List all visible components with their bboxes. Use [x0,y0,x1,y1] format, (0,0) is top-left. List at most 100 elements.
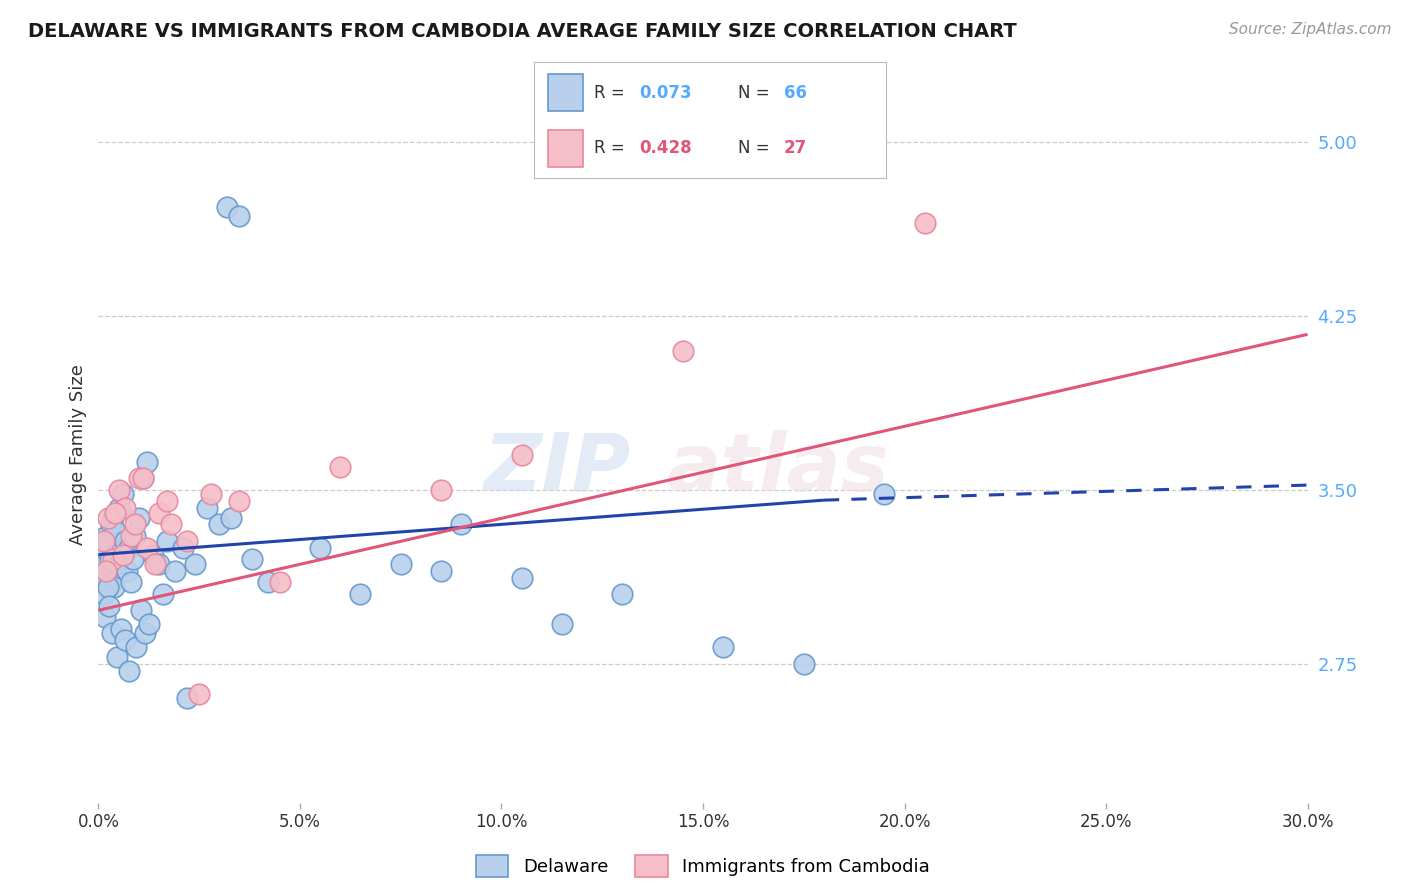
Point [107,483,129,497]
Point [184,557,207,571]
Point [256,575,278,590]
Text: 0.428: 0.428 [640,139,692,157]
Point [114,533,136,548]
Point [101,510,124,524]
Point [93,533,115,548]
Point [176,691,198,706]
Point [111,548,134,562]
Point [873,487,896,501]
Point [152,587,174,601]
Point [672,343,695,358]
Y-axis label: Average Family Size: Average Family Size [69,365,87,545]
Point [110,622,132,636]
Point [97,580,120,594]
Point [156,494,179,508]
Point [97,510,120,524]
Point [914,216,936,230]
Point [160,517,183,532]
Point [138,617,160,632]
Point [132,471,155,485]
Point [163,564,186,578]
FancyBboxPatch shape [548,129,583,167]
Text: ZIP: ZIP [484,430,630,508]
Point [148,557,170,571]
Point [389,557,412,571]
FancyBboxPatch shape [548,74,583,112]
Point [309,541,332,555]
Point [96,529,118,543]
Point [240,552,263,566]
Legend: Delaware, Immigrants from Cambodia: Delaware, Immigrants from Cambodia [468,847,938,884]
Point [128,510,150,524]
Point [118,664,141,678]
Point [135,455,157,469]
Point [156,533,179,548]
Point [612,587,634,601]
Point [93,587,115,601]
Point [128,471,150,485]
Point [97,533,120,548]
Text: N =: N = [738,139,769,157]
Point [188,687,211,701]
Point [200,487,222,501]
Point [110,552,132,566]
Point [118,541,141,555]
Point [91,557,114,571]
Point [329,459,352,474]
Point [129,603,152,617]
Point [103,580,125,594]
Text: 27: 27 [785,139,807,157]
Point [96,564,118,578]
Point [114,501,136,516]
Text: 66: 66 [785,84,807,102]
Point [208,517,231,532]
Point [93,541,115,555]
Point [114,633,136,648]
Point [98,599,121,613]
Point [98,552,121,566]
Text: Source: ZipAtlas.com: Source: ZipAtlas.com [1229,22,1392,37]
Point [125,640,148,655]
Point [105,557,128,571]
Point [124,517,146,532]
Point [103,548,125,562]
Point [510,571,533,585]
Point [793,657,815,671]
Text: DELAWARE VS IMMIGRANTS FROM CAMBODIA AVERAGE FAMILY SIZE CORRELATION CHART: DELAWARE VS IMMIGRANTS FROM CAMBODIA AVE… [28,22,1017,41]
Point [135,541,157,555]
Point [228,494,250,508]
Point [711,640,734,655]
Text: R =: R = [593,139,624,157]
Point [221,510,243,524]
Point [111,487,134,501]
Point [100,575,122,590]
Point [195,501,218,516]
Point [103,506,125,520]
Point [107,501,129,516]
Point [143,557,166,571]
Point [551,617,574,632]
Point [104,524,127,539]
Point [100,626,122,640]
Point [105,649,128,664]
Point [134,626,156,640]
Point [176,533,198,548]
Point [269,575,291,590]
Point [94,571,117,585]
Point [142,548,165,562]
Point [430,483,453,497]
Point [101,552,124,566]
Text: R =: R = [593,84,624,102]
Point [96,564,118,578]
Text: 0.073: 0.073 [640,84,692,102]
Point [120,575,142,590]
Point [217,200,239,214]
Point [430,564,453,578]
Text: N =: N = [738,84,769,102]
Point [115,564,138,578]
Point [124,529,146,543]
Point [94,610,117,624]
Point [100,517,122,532]
Point [91,548,114,562]
Point [172,541,194,555]
